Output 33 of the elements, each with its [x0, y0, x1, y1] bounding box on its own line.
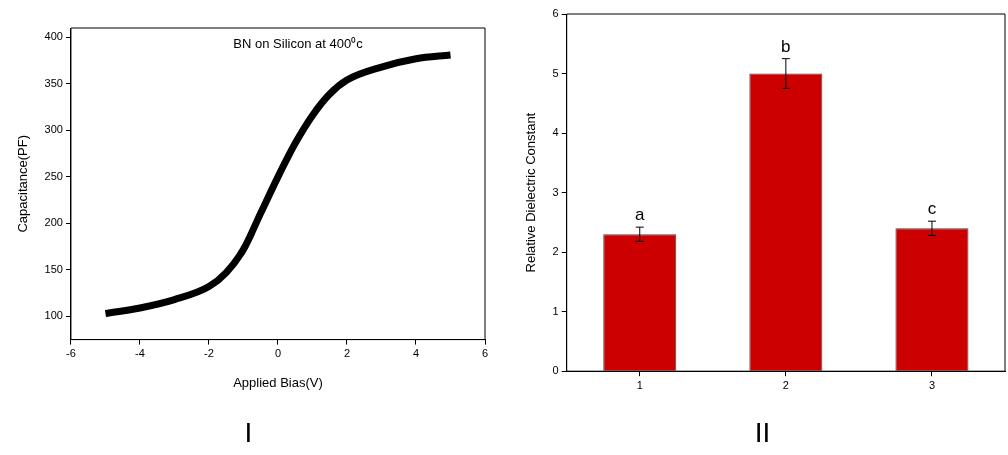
annotation: c: [927, 199, 937, 219]
y-tick-label: 6: [552, 7, 559, 20]
x-tick-label: 0: [274, 347, 282, 360]
y-tick-label: 300: [44, 123, 63, 136]
y-tick-label: 250: [44, 169, 63, 182]
y-tick-label: 350: [44, 76, 63, 89]
y-tick-label: 0: [552, 364, 559, 377]
x-tick-label: 2: [343, 347, 351, 360]
y-tick-label: 100: [44, 309, 63, 322]
y-tick-label: 4: [552, 126, 559, 139]
x-tick-label: -6: [66, 347, 76, 360]
x-tick-label: 3: [928, 378, 936, 391]
x-tick-label: 1: [636, 378, 643, 391]
y-tick-label: 5: [552, 66, 559, 79]
x-tick-label: 2: [782, 378, 789, 391]
annotation: b: [781, 36, 791, 56]
text: II: [754, 416, 771, 448]
x-tick-label: -2: [204, 347, 214, 360]
y-axis-title: Capacitance(PF): [15, 135, 31, 233]
y-axis-title: Relative Dielectric Constant: [523, 112, 539, 273]
annotation: a: [635, 205, 646, 225]
y-tick-label: 400: [44, 30, 63, 43]
y-tick-label: 1: [552, 304, 559, 317]
y-tick-label: 150: [44, 262, 63, 275]
y-tick-label: 2: [552, 245, 559, 258]
text: I: [244, 416, 253, 448]
x-axis-title: Applied Bias(V): [233, 375, 323, 391]
x-tick-label: -4: [135, 347, 145, 360]
annotation: BN on Silicon at 400⁰c: [233, 35, 364, 51]
y-tick-label: 3: [552, 185, 559, 198]
y-tick-label: 200: [44, 216, 63, 229]
x-tick-label: 4: [412, 347, 420, 360]
x-tick-label: 6: [481, 347, 489, 360]
